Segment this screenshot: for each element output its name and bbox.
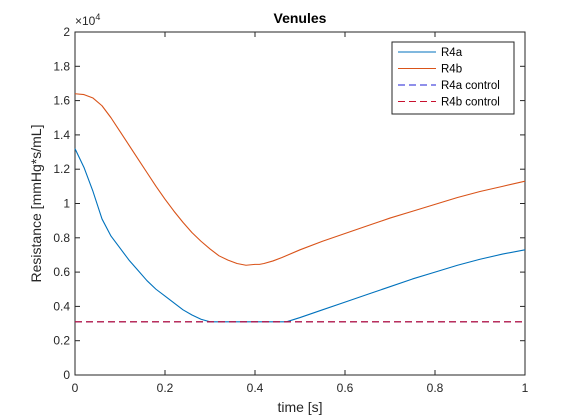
y-exponent-base: ×10 <box>75 14 96 28</box>
y-tick-label: 2 <box>63 25 70 39</box>
x-tick-label: 1 <box>522 381 529 395</box>
series-layer <box>74 93 526 323</box>
y-tick-label: 1 <box>63 197 70 211</box>
series-line-r4b <box>74 93 526 266</box>
y-tick-label: 0.6 <box>53 265 70 279</box>
x-axis-label: time [s] <box>277 399 322 415</box>
y-tick-label: 0.2 <box>53 334 70 348</box>
legend-entry-label: R4a <box>441 47 463 59</box>
y-tick-label: 1.2 <box>53 162 70 176</box>
y-tick-label: 1.6 <box>53 94 70 108</box>
y-tick-label: 0.4 <box>53 299 70 313</box>
x-tick-label: 0.2 <box>157 381 174 395</box>
y-tick-label: 1.4 <box>53 128 70 142</box>
legend-entry-label: R4b control <box>441 97 500 109</box>
y-axis-exponent: ×104 <box>75 12 100 28</box>
y-exponent-power: 4 <box>95 12 100 22</box>
legend-entry-label: R4a control <box>441 80 500 92</box>
y-axis-label: Resistance [mmHg*s/mL] <box>28 125 44 283</box>
ticks-layer: 0 0.2 0.4 0.6 0.8 1 0 0.2 0.4 0.6 0.8 1 1.2 1.4 1.6 1.8… <box>53 25 528 395</box>
y-tick-label: 1.8 <box>53 59 70 73</box>
x-tick-label: 0 <box>72 381 79 395</box>
legend-entry-label: R4b <box>441 64 462 76</box>
x-tick-label: 0.6 <box>337 381 354 395</box>
y-tick-label: 0.8 <box>53 231 70 245</box>
legend: R4a R4b R4a control R4b control <box>391 41 515 115</box>
x-tick-label: 0.8 <box>427 381 444 395</box>
y-tick-label: 0 <box>63 368 70 382</box>
chart-title: Venules <box>274 10 327 26</box>
x-tick-label: 0.4 <box>247 381 264 395</box>
